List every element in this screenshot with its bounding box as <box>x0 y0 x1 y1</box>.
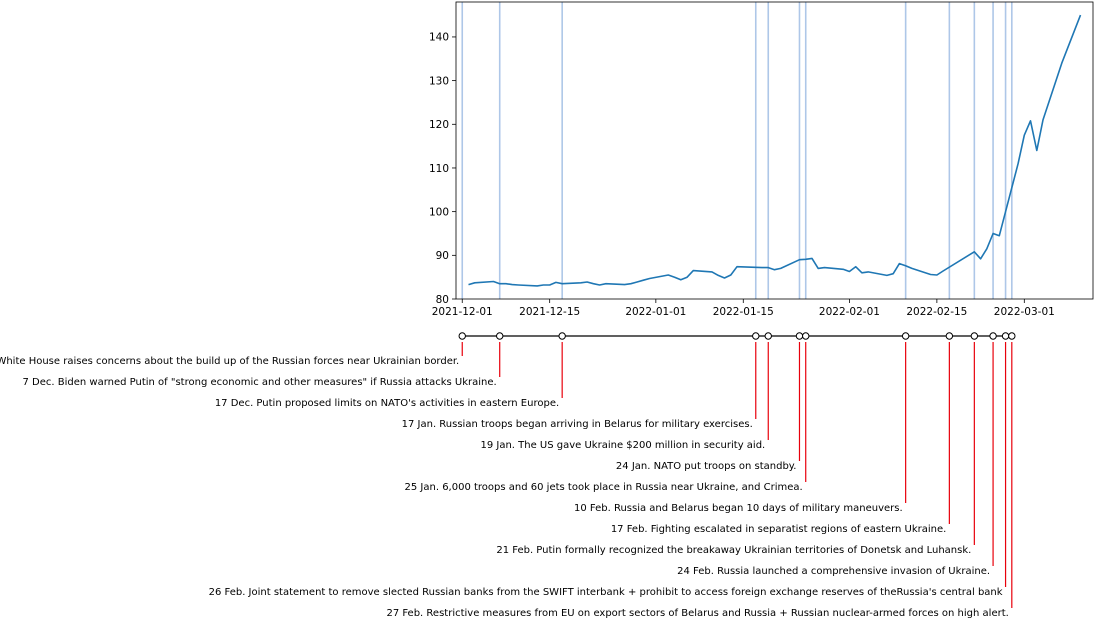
y-tick-label: 110 <box>429 163 449 175</box>
axes: 80 90 100 110 120 130 140 2021-12-01 2021-12-15 2… <box>429 1 1094 318</box>
y-tick-label: 140 <box>429 32 449 44</box>
event-label: 27 Feb. Restrictive measures from EU on … <box>386 608 1008 619</box>
y-tick-label: 100 <box>429 206 449 218</box>
event-marker <box>1008 332 1016 340</box>
event-marker <box>1001 332 1010 340</box>
event-marker <box>496 332 504 340</box>
x-tick-label: 2022-01-15 <box>713 306 774 318</box>
event-lines <box>461 2 1013 299</box>
event-label: 17 Dec. Putin proposed limits on NATO's … <box>215 398 559 409</box>
event-label: 21 Feb. Putin formally recognized the br… <box>496 545 971 556</box>
event-marker <box>558 332 566 340</box>
price-series <box>468 14 1082 287</box>
y-tick-label: 120 <box>429 119 449 131</box>
event-marker <box>989 332 997 340</box>
event-marker <box>458 332 466 340</box>
event-marker <box>802 332 810 340</box>
x-tick-label: 2022-01-01 <box>625 306 686 318</box>
event-marker <box>970 332 979 340</box>
price-line <box>468 14 1082 287</box>
event-label: 7 Dec. Biden warned Putin of "strong eco… <box>22 377 496 388</box>
plot-frame <box>455 1 1094 300</box>
event-label: 1 Dec. White House raises concerns about… <box>0 356 459 367</box>
x-tick-label: 2022-02-15 <box>906 306 967 318</box>
event-marker <box>795 332 804 340</box>
y-tick-label: 80 <box>436 294 449 306</box>
event-label: 25 Jan. 6,000 troops and 60 jets took pl… <box>405 482 803 493</box>
event-label: 10 Feb. Russia and Belarus began 10 days… <box>574 503 903 514</box>
event-label: 17 Jan. Russian troops began arriving in… <box>402 419 753 430</box>
x-tick-label: 2022-02-01 <box>819 306 880 318</box>
x-tick-label: 2021-12-15 <box>519 306 580 318</box>
event-marker <box>945 332 954 340</box>
event-label: 19 Jan. The US gave Ukraine $200 million… <box>480 440 765 451</box>
x-tick-label: 2021-12-01 <box>432 306 493 318</box>
event-marker <box>764 332 772 340</box>
y-tick-label: 130 <box>429 75 449 87</box>
event-marker <box>901 332 910 340</box>
event-timeline: 1 Dec. White House raises concerns about… <box>0 332 1016 619</box>
event-label: 24 Feb. Russia launched a comprehensive … <box>677 566 990 577</box>
event-label: 26 Feb. Joint statement to remove slecte… <box>209 587 1003 598</box>
event-label: 24 Jan. NATO put troops on standby. <box>616 461 797 472</box>
event-marker <box>752 332 760 340</box>
x-tick-label: 2022-03-01 <box>994 306 1055 318</box>
event-label: 17 Feb. Fighting escalated in separatist… <box>611 524 947 535</box>
y-tick-label: 90 <box>436 250 449 262</box>
